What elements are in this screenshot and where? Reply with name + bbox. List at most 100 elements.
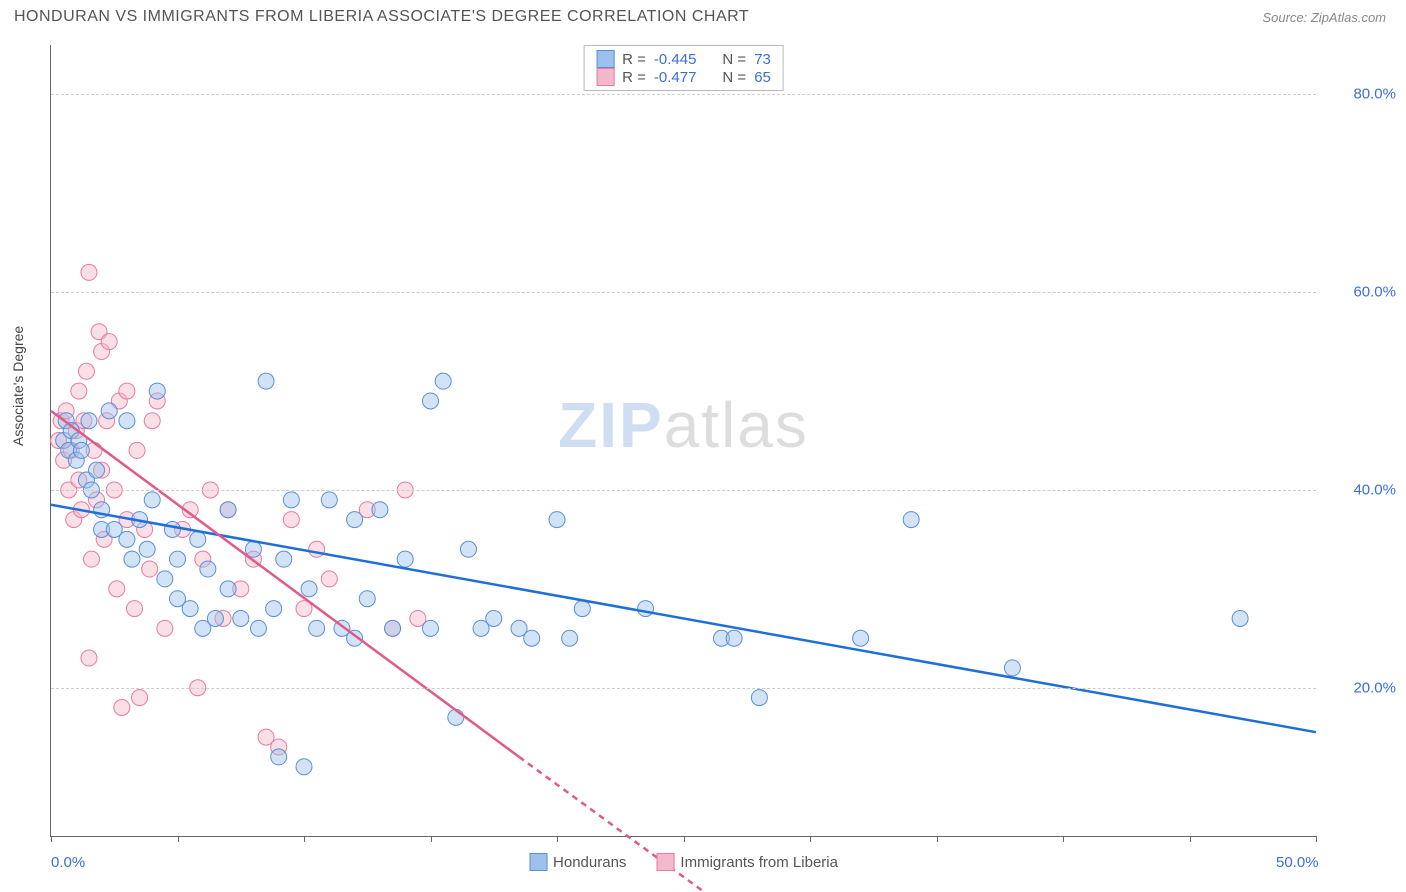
data-point (81, 264, 97, 280)
data-point (853, 630, 869, 646)
data-point (144, 413, 160, 429)
data-point (119, 531, 135, 547)
data-point (276, 551, 292, 567)
r-value-a: -0.445 (654, 51, 697, 68)
data-point (448, 709, 464, 725)
data-point (71, 383, 87, 399)
data-point (126, 601, 142, 617)
data-point (372, 502, 388, 518)
data-point (266, 601, 282, 617)
legend-item-hondurans: Hondurans (529, 853, 626, 871)
r-value-b: -0.477 (654, 69, 697, 86)
data-point (271, 749, 287, 765)
data-point (124, 551, 140, 567)
data-point (486, 610, 502, 626)
data-point (73, 442, 89, 458)
data-point (397, 551, 413, 567)
n-label-b: N = (722, 69, 746, 86)
x-tick-label: 0.0% (51, 854, 85, 871)
data-point (726, 630, 742, 646)
data-point (562, 630, 578, 646)
correlation-stats-box: R = -0.445 N = 73 R = -0.477 N = 65 (583, 45, 784, 91)
chart-plot-area: ZIPatlas 20.0%40.0%60.0%80.0% 0.0%50.0% … (50, 45, 1316, 837)
data-point (435, 373, 451, 389)
data-point (114, 699, 130, 715)
data-point (119, 383, 135, 399)
chart-title: HONDURAN VS IMMIGRANTS FROM LIBERIA ASSO… (14, 8, 749, 26)
data-point (220, 581, 236, 597)
data-point (321, 492, 337, 508)
legend-swatch-liberia (656, 853, 674, 871)
r-label-b: R = (622, 69, 646, 86)
data-point (549, 512, 565, 528)
data-point (347, 512, 363, 528)
data-point (200, 561, 216, 577)
data-point (638, 601, 654, 617)
data-point (258, 373, 274, 389)
data-point (139, 541, 155, 557)
data-point (423, 620, 439, 636)
data-point (157, 571, 173, 587)
data-point (460, 541, 476, 557)
data-point (751, 690, 767, 706)
data-point (101, 403, 117, 419)
n-label-a: N = (722, 51, 746, 68)
r-label-a: R = (622, 51, 646, 68)
data-point (524, 630, 540, 646)
data-point (190, 531, 206, 547)
data-point (157, 620, 173, 636)
data-point (182, 601, 198, 617)
data-point (903, 512, 919, 528)
data-point (574, 601, 590, 617)
stats-row-liberia: R = -0.477 N = 65 (596, 68, 771, 86)
swatch-liberia (596, 68, 614, 86)
y-tick-label: 40.0% (1353, 481, 1396, 498)
source-attribution: Source: ZipAtlas.com (1262, 10, 1386, 25)
legend-swatch-hondurans (529, 853, 547, 871)
data-point (220, 502, 236, 518)
n-value-b: 65 (754, 69, 771, 86)
legend-item-liberia: Immigrants from Liberia (656, 853, 838, 871)
swatch-hondurans (596, 50, 614, 68)
bottom-legend: Hondurans Immigrants from Liberia (529, 853, 838, 871)
data-point (129, 442, 145, 458)
y-tick-label: 60.0% (1353, 284, 1396, 301)
trend-line (519, 757, 709, 892)
data-point (309, 541, 325, 557)
data-point (83, 551, 99, 567)
data-point (81, 650, 97, 666)
data-point (1004, 660, 1020, 676)
x-tick-label: 50.0% (1276, 854, 1319, 871)
data-point (81, 413, 97, 429)
data-point (1232, 610, 1248, 626)
data-point (321, 571, 337, 587)
n-value-a: 73 (754, 51, 771, 68)
data-point (301, 581, 317, 597)
y-tick-label: 20.0% (1353, 679, 1396, 696)
legend-label-hondurans: Hondurans (553, 854, 626, 871)
y-tick-label: 80.0% (1353, 86, 1396, 103)
data-point (296, 759, 312, 775)
data-point (164, 521, 180, 537)
y-axis-label: Associate's Degree (10, 326, 26, 446)
data-point (142, 561, 158, 577)
data-point (423, 393, 439, 409)
stats-row-hondurans: R = -0.445 N = 73 (596, 50, 771, 68)
legend-label-liberia: Immigrants from Liberia (680, 854, 838, 871)
data-point (101, 334, 117, 350)
data-point (149, 383, 165, 399)
data-point (309, 620, 325, 636)
data-point (250, 620, 266, 636)
data-point (170, 551, 186, 567)
data-point (283, 492, 299, 508)
data-point (283, 512, 299, 528)
data-point (89, 462, 105, 478)
data-point (78, 363, 94, 379)
data-point (207, 610, 223, 626)
data-point (144, 492, 160, 508)
data-point (385, 620, 401, 636)
data-point (132, 690, 148, 706)
data-point (233, 610, 249, 626)
data-point (119, 413, 135, 429)
plot-svg (51, 45, 1316, 836)
